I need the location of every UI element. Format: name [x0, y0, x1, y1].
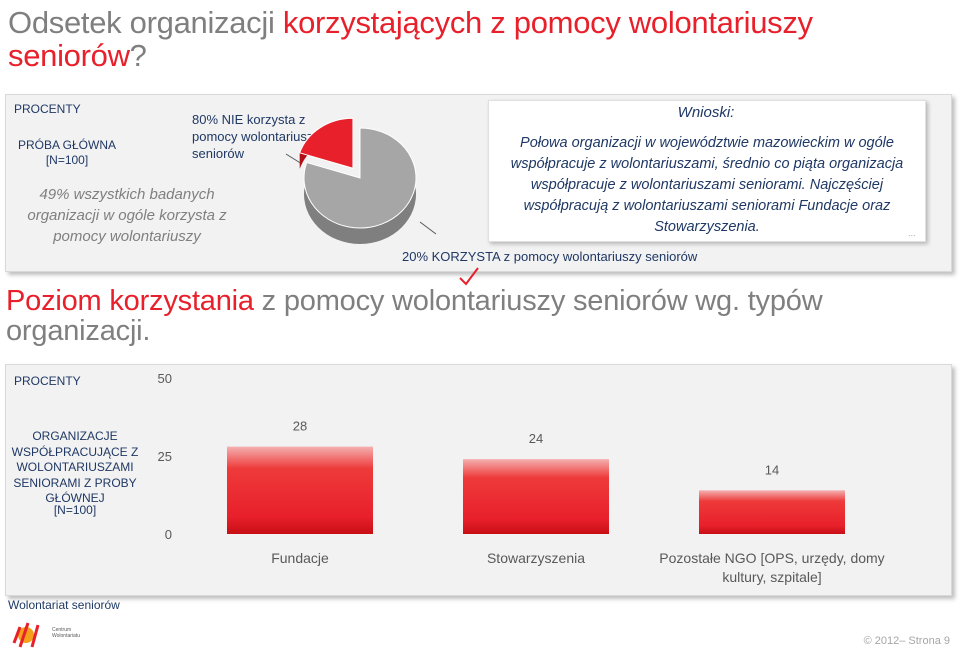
sample-n: [N=100]	[45, 153, 89, 167]
group-n: [N=100]	[53, 503, 97, 517]
x-category-label: Fundacje	[271, 550, 329, 566]
check-mark-icon	[459, 267, 479, 286]
conclusions-box	[488, 100, 926, 242]
section-title-rest: z pomocy wolontariuszy seniorów wg. typó…	[6, 285, 823, 347]
bar-value-label: 24	[529, 431, 543, 446]
conclusions-text: Połowa organizacji w województwie mazowi…	[510, 135, 904, 235]
logo-icon	[12, 622, 40, 648]
page-title: Odsetek organizacji korzystających z pom…	[8, 6, 953, 72]
pie-label-yes: 20% KORZYSTA z pomocy wolontariuszy seni…	[402, 249, 698, 264]
title-highlight: korzystających z pomocy wolontariuszy se…	[8, 5, 813, 73]
bar-2	[463, 459, 609, 534]
footer-left-text: Wolontariat seniorów	[8, 598, 120, 612]
conclusions-heading: Wnioski:	[677, 104, 735, 121]
section-title-highlight: Poziom korzystania	[6, 285, 254, 317]
bar-chart: 0 25 50 28 24 14 Fundacje Stowarzyszenia Pozos…	[158, 371, 885, 585]
logo: Centrum Wolontariatu	[10, 617, 80, 653]
pie-leader-yes	[419, 221, 437, 235]
bar-unit-label: PROCENTY	[14, 374, 81, 388]
y-tick-label: 0	[165, 527, 172, 542]
bar-1	[227, 446, 373, 534]
group-label: ORGANIZACJE WSPÓŁPRACUJĄCE Z WOLONTARIUS…	[11, 429, 139, 505]
x-category-label: Pozostałe NGO [OPS, urzędy, domy kultury,…	[659, 550, 884, 585]
y-tick-label: 50	[158, 371, 172, 386]
pie-slice-1	[303, 127, 417, 229]
logo-text: Centrum Wolontariatu	[52, 627, 80, 639]
summary-text: 49% wszystkich badanych organizacji w og…	[27, 186, 227, 245]
x-category-label: Stowarzyszenia	[487, 550, 585, 566]
pie-unit-label: PROCENTY	[14, 102, 81, 116]
section-title: Poziom korzystania z pomocy wolontariusz…	[6, 286, 936, 346]
y-tick-label: 25	[158, 449, 172, 464]
pie-chart	[285, 117, 437, 245]
pie-label-no: 80% NIE korzysta z pomocy wolontariuszy …	[192, 112, 320, 161]
title-part3: ?	[129, 38, 147, 73]
pie-slice-2	[299, 117, 354, 169]
pie-leader-no	[285, 153, 303, 165]
sample-label: PRÓBA GŁÓWNA	[17, 138, 117, 152]
title-part1: Odsetek organizacji	[8, 5, 283, 40]
bar-3	[699, 490, 845, 534]
resize-grip-icon: ...	[908, 228, 916, 238]
bar-value-label: 14	[765, 462, 779, 477]
bar-value-label: 28	[293, 419, 307, 434]
footer-page-number: © 2012– Strona 9	[863, 635, 950, 647]
